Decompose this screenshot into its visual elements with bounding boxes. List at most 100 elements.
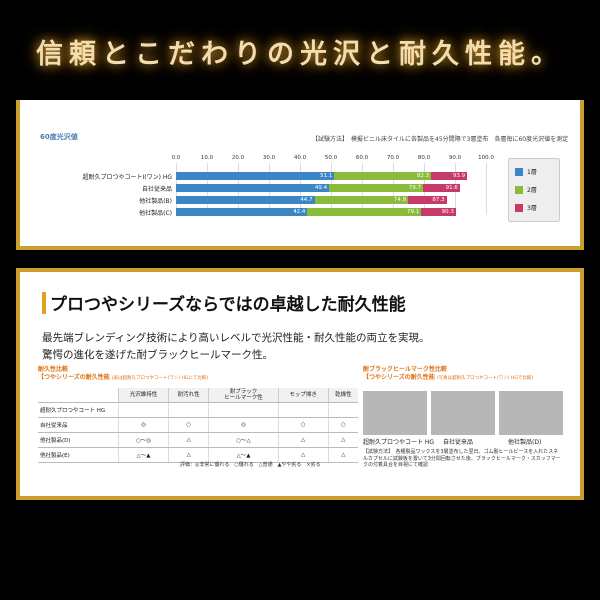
table-cell: △〜▲ <box>118 447 169 463</box>
durability-label-2: 【つやシリーズの耐久性能 (表は超耐久プロつやコート(ワン) HGにて比較) <box>38 374 209 381</box>
column-header: 光沢維持性 <box>118 388 169 403</box>
evaluation-legend: 評価：◎非常に優れる ○優れる △普通 ▲やや劣る ×劣る <box>180 462 321 468</box>
table-cell: △〜▲ <box>208 447 279 463</box>
bar-segment-layer3: 90.3 <box>421 208 456 216</box>
x-tick-label: 50.0 <box>324 155 338 161</box>
category-label: 他社製品(B) <box>139 198 172 205</box>
x-tick-label: 80.0 <box>417 155 431 161</box>
bar-row: 42.4 79.1 90.3 <box>176 208 456 216</box>
x-tick-label: 20.0 <box>231 155 245 161</box>
data-label: 49.4 <box>314 185 328 191</box>
column-header: 乾燥性 <box>327 388 358 403</box>
x-tick-label: 40.0 <box>293 155 307 161</box>
durability-label: 耐久性比較 <box>38 366 69 373</box>
bar-segment-layer3: 93.9 <box>431 172 468 180</box>
bar-row: 44.7 74.9 87.3 <box>176 196 447 204</box>
photo-label: 自社従来品 <box>443 439 474 446</box>
gridline <box>486 163 487 215</box>
data-label: 42.4 <box>293 209 306 215</box>
x-tick-label: 100.0 <box>478 155 494 161</box>
table-corner <box>38 388 119 403</box>
table-row: 他社製品(D) ○〜◎ △ ○〜△ △ △ <box>38 432 358 448</box>
data-label: 79.1 <box>406 209 420 215</box>
bar-segment-layer1: 49.4 <box>176 184 330 192</box>
row-name: 他社製品(E) <box>38 447 119 463</box>
row-name: 他社製品(D) <box>38 432 119 448</box>
table-cell <box>118 402 169 418</box>
legend-item-layer2: 2層 <box>515 185 537 194</box>
table-row: 自社従来品 ◎ ○ ◎ ○ ○ <box>38 417 358 433</box>
category-label: 他社製品(C) <box>139 210 172 217</box>
table-cell: △ <box>277 447 329 463</box>
data-label: 79.7 <box>408 185 422 191</box>
legend-item-layer1: 1層 <box>515 167 537 176</box>
x-tick-label: 30.0 <box>262 155 276 161</box>
legend-item-layer3: 3層 <box>515 203 537 212</box>
intro-line: 驚愕の進化を遂げた耐ブラックヒールマーク性。 <box>42 349 273 361</box>
data-label: 93.9 <box>452 173 466 179</box>
bar-segment-layer2: 74.9 <box>314 196 409 204</box>
heelmark-photo <box>363 391 427 435</box>
table-cell: △ <box>327 447 358 463</box>
table-cell: ○〜△ <box>208 432 279 448</box>
x-tick-label: 0.0 <box>171 155 181 161</box>
banner-title: 信頼とこだわりの光沢と耐久性能。 <box>36 39 564 70</box>
durability-table: 光沢維持性 耐汚れ性 耐ブラック ヒールマーク性 モップ掃き 乾燥性 超耐久プロつやコー… <box>38 388 358 463</box>
chart-method-note: 【試験方法】 模擬ビニル床タイルに各製品を45分間隔で3層塗布 各層毎に60度光… <box>312 136 569 143</box>
x-tick-label: 10.0 <box>200 155 214 161</box>
table-header: 光沢維持性 耐汚れ性 耐ブラック ヒールマーク性 モップ掃き 乾燥性 <box>38 388 358 403</box>
data-label: 74.9 <box>393 197 407 203</box>
bar-segment-layer2: 79.1 <box>307 208 422 216</box>
data-label: 51.1 <box>320 173 333 179</box>
table-cell: ○ <box>167 417 209 433</box>
data-label: 82.3 <box>416 173 430 179</box>
table-cell <box>208 402 279 418</box>
chart-legend: 1層 2層 3層 <box>508 158 560 222</box>
table-cell: △ <box>167 447 209 463</box>
heelmark-photo <box>431 391 495 435</box>
category-label: 超耐久プロつやコートⅠ(ワン) HG <box>82 174 172 181</box>
heading-accent <box>42 292 46 314</box>
column-header: モップ掃き <box>277 388 329 403</box>
column-header: 耐ブラック ヒールマーク性 <box>208 388 279 403</box>
column-header: 耐汚れ性 <box>167 388 209 403</box>
gloss-chart: 60度光沢値 【試験方法】 模擬ビニル床タイルに各製品を45分間隔で3層塗布 各… <box>16 100 584 250</box>
gloss-chart-card <box>16 100 584 250</box>
bar-segment-layer3: 91.6 <box>423 184 460 192</box>
data-label: 91.6 <box>445 185 458 191</box>
table-cell: ○ <box>327 417 358 433</box>
bar-segment-layer1: 51.1 <box>176 172 335 180</box>
bar-segment-layer1: 44.7 <box>176 196 315 204</box>
heelmark-label: 耐ブラックヒールマーク性比較 <box>363 366 448 373</box>
data-label: 87.3 <box>432 197 445 203</box>
category-label: 自社従来品 <box>141 186 172 193</box>
table-cell: ○ <box>277 417 329 433</box>
x-tick-label: 70.0 <box>386 155 400 161</box>
legend-swatch <box>515 203 523 212</box>
bar-segment-layer1: 42.4 <box>176 208 308 216</box>
legend-swatch <box>515 185 523 194</box>
data-label: 90.3 <box>441 209 454 215</box>
intro-text: 最先端ブレンディング技術により高いレベルで光沢性能・耐久性能の両立を実現。 驚愕… <box>42 330 430 364</box>
table-cell <box>167 402 209 418</box>
bar-segment-layer2: 79.7 <box>329 184 424 192</box>
table-row: 他社製品(E) △〜▲ △ △〜▲ △ △ <box>38 447 358 463</box>
x-tick-label: 90.0 <box>448 155 462 161</box>
durability-subhead: 耐久性比較 【つやシリーズの耐久性能 (表は超耐久プロつやコート(ワン) HGに… <box>38 366 208 383</box>
heelmark-photo <box>499 391 563 435</box>
legend-label: 2層 <box>527 187 537 194</box>
data-label: 44.7 <box>300 197 313 203</box>
bar-segment-layer3: 87.3 <box>408 196 447 204</box>
heelmark-label-2: 【つやシリーズの耐久性能 (写真は超耐久プロつやコート(ワン) HGで比較) <box>363 374 534 381</box>
photo-label: 超耐久プロつやコート HG <box>363 439 435 446</box>
card-top-strip <box>20 100 580 122</box>
table-body: 超耐久プロつやコート HG 自社従来品 ◎ ○ ◎ ○ ○ 他社製品(D) ○〜◎ △ ○〜△ △ △ 他… <box>38 402 358 463</box>
table-row: 超耐久プロつやコート HG <box>38 402 358 418</box>
table-cell: △ <box>327 432 358 448</box>
heelmark-subhead: 耐ブラックヒールマーク性比較 【つやシリーズの耐久性能 (写真は超耐久プロつやコ… <box>363 366 533 383</box>
section-heading: プロつやシリーズならではの卓越した耐久性能 <box>50 295 406 315</box>
photo-label: 他社製品(D) <box>508 439 542 446</box>
heelmark-method-note: 【試験方法】 各種製品ワックスを3層塗布した翌日、ゴム製ヒールピースを入れたスネ… <box>363 449 561 469</box>
x-tick-label: 60.0 <box>355 155 369 161</box>
intro-line: 最先端ブレンディング技術により高いレベルで光沢性能・耐久性能の両立を実現。 <box>42 332 430 344</box>
